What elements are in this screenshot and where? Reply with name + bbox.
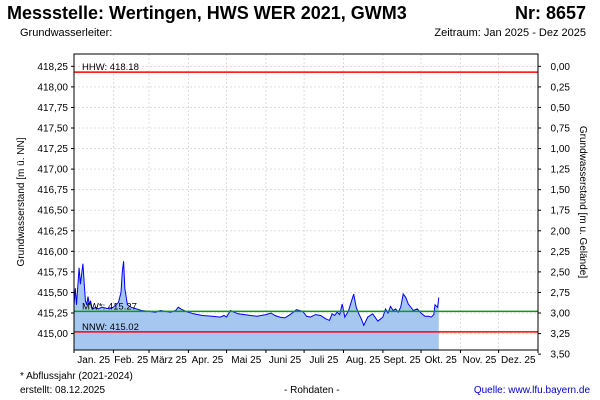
y-tick-label: 415,50: [37, 288, 68, 299]
y2-tick-label: 1,75: [551, 206, 571, 217]
y-tick-label: 416,25: [37, 226, 68, 237]
y-tick-label: 416,50: [37, 206, 68, 217]
mw-label: MW*: 415.27: [82, 301, 137, 312]
y2-tick-label: 2,50: [551, 267, 571, 278]
y2-tick-label: 0,00: [551, 62, 571, 73]
x-tick-label: Okt. 25: [425, 355, 458, 366]
y2-tick-label: 3,25: [551, 329, 571, 340]
y-tick-label: 417,00: [37, 165, 68, 176]
y2-tick-label: 3,50: [551, 350, 571, 361]
footnote: * Abflussjahr (2021-2024): [20, 371, 133, 382]
reference-lines: HHW: 418.18 MW*: 415.27 NNW: 415.02: [74, 62, 538, 333]
y-axis-right: 0,00 0,25 0,50 0,75 1,00 1,25 1,50 1,75 2,00 2,25…: [538, 62, 570, 361]
y-tick-label: 417,75: [37, 103, 68, 114]
x-tick-label: Juni 25: [269, 355, 302, 366]
x-tick-label: Apr. 25: [192, 355, 224, 366]
x-tick-label: Mai 25: [231, 355, 261, 366]
series-area-group: [73, 261, 440, 350]
y-tick-label: 417,50: [37, 124, 68, 135]
x-tick-label: Juli 25: [309, 355, 338, 366]
raw-data-note: - Rohdaten -: [284, 385, 340, 396]
y-tick-label: 415,00: [37, 329, 68, 340]
y2-tick-label: 2,00: [551, 226, 571, 237]
y-tick-label: 416,75: [37, 185, 68, 196]
y2-axis-label: Grundwasserstand [m u. Gelände]: [577, 126, 588, 279]
y-tick-label: 415,25: [37, 309, 68, 320]
x-tick-label: Sept. 25: [383, 355, 421, 366]
x-tick-label: Feb. 25: [114, 355, 148, 366]
period-label: Zeitraum: Jan 2025 - Dez 2025: [434, 27, 586, 39]
created-date: erstellt: 08.12.2025: [20, 385, 106, 396]
plot-background: [74, 54, 538, 350]
x-tick-label: Jan. 25: [77, 355, 110, 366]
y-tick-label: 418,00: [37, 82, 68, 93]
y2-tick-label: 1,00: [551, 144, 571, 155]
y-axis-left: 415,00 415,25 415,50 415,75 416,00 416,25 416,…: [37, 62, 74, 340]
y2-tick-label: 0,25: [551, 82, 571, 93]
x-tick-label: Nov. 25: [463, 355, 497, 366]
x-axis: Jan. 25 Feb. 25 März 25 Apr. 25 Mai 25 Juni 2…: [73, 350, 539, 366]
source-link[interactable]: Quelle: www.lfu.bayern.de: [473, 385, 590, 396]
y2-tick-label: 2,75: [551, 288, 571, 299]
x-tick-label: Dez. 25: [501, 355, 536, 366]
hhw-label: HHW: 418.18: [82, 62, 139, 73]
y-tick-label: 416,00: [37, 247, 68, 258]
station-number: Nr: 8657: [514, 3, 586, 23]
plot-frame: [73, 53, 539, 351]
series-area: [74, 261, 439, 350]
y2-tick-label: 1,50: [551, 185, 571, 196]
page-title: Messstelle: Wertingen, HWS WER 2021, GWM…: [7, 3, 407, 23]
y-tick-label: 418,25: [37, 62, 68, 73]
nnw-label: NNW: 415.02: [82, 322, 139, 333]
x-tick-label: März 25: [151, 355, 188, 366]
y2-tick-label: 1,25: [551, 165, 571, 176]
y2-tick-label: 3,00: [551, 309, 571, 320]
aquifer-label: Grundwasserleiter:: [20, 27, 113, 39]
y2-tick-label: 0,75: [551, 124, 571, 135]
y2-tick-label: 0,50: [551, 103, 571, 114]
chart-grid: [74, 54, 538, 350]
y-tick-label: 417,25: [37, 144, 68, 155]
x-tick-label: Aug. 25: [346, 355, 381, 366]
y2-tick-label: 2,25: [551, 247, 571, 258]
y-tick-label: 415,75: [37, 267, 68, 278]
y-axis-label: Grundwasserstand [m ü. NN]: [16, 137, 27, 266]
series-line: [73, 261, 440, 327]
